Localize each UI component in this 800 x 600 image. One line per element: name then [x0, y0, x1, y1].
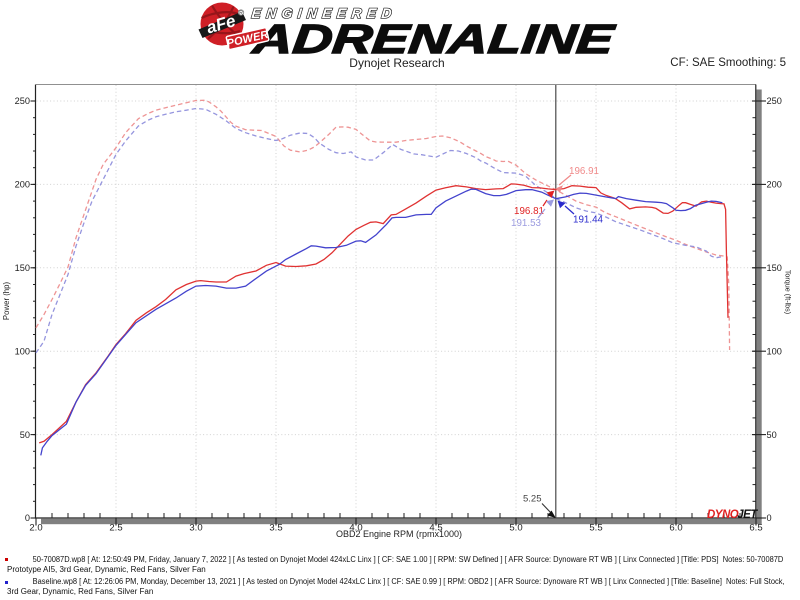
- svg-text:50: 50: [20, 430, 30, 440]
- svg-text:196.81: 196.81: [514, 206, 544, 217]
- svg-text:ADRENALINE: ADRENALINE: [250, 16, 618, 62]
- svg-text:R: R: [239, 10, 243, 16]
- svg-text:100: 100: [15, 346, 30, 356]
- svg-text:4.5: 4.5: [429, 523, 442, 534]
- svg-text:150: 150: [767, 263, 782, 273]
- svg-text:50: 50: [767, 430, 777, 440]
- svg-text:DYNOJET: DYNOJET: [707, 509, 758, 521]
- svg-text:0: 0: [767, 513, 772, 523]
- svg-text:5.0: 5.0: [509, 523, 522, 534]
- svg-text:5.5: 5.5: [589, 523, 602, 534]
- svg-text:6.5: 6.5: [749, 523, 762, 534]
- svg-text:2.5: 2.5: [109, 523, 122, 534]
- svg-text:250: 250: [767, 96, 782, 106]
- svg-text:150: 150: [15, 263, 30, 273]
- svg-text:250: 250: [15, 96, 30, 106]
- svg-text:196.91: 196.91: [569, 166, 599, 177]
- svg-text:OBD2 Engine RPM (rpmx1000): OBD2 Engine RPM (rpmx1000): [336, 529, 462, 539]
- svg-text:5.25: 5.25: [523, 494, 542, 505]
- svg-text:ADRENALINE: ADRENALINE: [250, 16, 618, 62]
- svg-text:Power (hp): Power (hp): [2, 282, 11, 321]
- svg-text:Torque (ft-lbs): Torque (ft-lbs): [784, 270, 793, 314]
- svg-text:100: 100: [767, 346, 782, 356]
- svg-text:200: 200: [767, 180, 782, 190]
- svg-text:4.0: 4.0: [349, 523, 362, 534]
- svg-text:6.0: 6.0: [669, 523, 682, 534]
- svg-text:ENGINEERED: ENGINEERED: [251, 5, 393, 21]
- svg-text:3.5: 3.5: [269, 523, 282, 534]
- svg-text:191.53: 191.53: [511, 218, 542, 229]
- svg-text:200: 200: [15, 180, 30, 190]
- svg-text:2.0: 2.0: [29, 523, 42, 534]
- svg-text:191.44: 191.44: [573, 215, 604, 226]
- svg-text:0: 0: [25, 513, 30, 523]
- svg-text:3.0: 3.0: [189, 523, 202, 534]
